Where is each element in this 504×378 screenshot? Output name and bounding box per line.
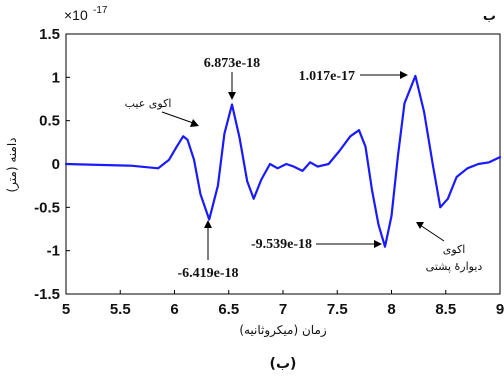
x-axis-label: زمان (میکروثانیه): [239, 323, 327, 338]
axes-box: [65, 33, 501, 295]
annotation-trough-1-arrowhead: [204, 220, 212, 228]
defect-echo-label: اکوی عیب: [125, 97, 172, 110]
back-wall-echo-annotation: اکوی دیوارهٔ پشتی: [416, 222, 482, 273]
exponent-base: ×10: [64, 7, 88, 23]
annotation-peak-2: 1.017e-17: [299, 69, 408, 84]
x-tick-label: 8: [387, 301, 395, 318]
annotation-peak-2-label: 1.017e-17: [299, 69, 355, 84]
y-tick-label: -0.5: [34, 199, 60, 216]
annotation-trough-1: -6.419e-18: [177, 220, 239, 281]
annotation-peak-2-arrowhead: [400, 71, 408, 79]
y-axis: 1.5 1 0.5 0 -0.5 -1 -1.5: [34, 26, 70, 303]
corner-label: ب: [483, 9, 496, 24]
x-tick-label: 5: [62, 301, 70, 318]
y-tick-label: -1.5: [34, 286, 60, 303]
x-tick-label: 5.5: [110, 301, 131, 318]
x-tick-label: 9: [496, 301, 504, 318]
annotation-trough-2-label: -9.539e-18: [251, 237, 312, 252]
annotation-trough-2: -9.539e-18: [251, 237, 382, 252]
y-tick-label: 0: [52, 156, 60, 173]
annotation-peak-1: 6.873e-18: [204, 56, 260, 100]
y-tick-label: 1.5: [39, 26, 60, 43]
annotation-peak-1-arrowhead: [228, 92, 236, 100]
x-tick-label: 7.5: [327, 301, 348, 318]
defect-echo-annotation: اکوی عیب: [125, 97, 199, 127]
x-tick-label: 6: [170, 301, 178, 318]
x-tick-label: 8.5: [435, 301, 456, 318]
exponent-power: -17: [93, 5, 108, 16]
annotation-trough-1-label: -6.419e-18: [177, 266, 238, 281]
annotation-trough-2-arrowhead: [374, 240, 382, 248]
x-axis: 5 5.5 6 6.5 7 7.5 8 8.5 9: [62, 290, 504, 318]
back-wall-echo-arrowhead: [416, 222, 424, 229]
back-wall-echo-label-line1: اکوی: [443, 243, 466, 256]
back-wall-echo-label-line2: دیوارهٔ پشتی: [426, 260, 483, 273]
exponent-label: ×10 -17: [64, 5, 108, 23]
x-tick-label: 7: [279, 301, 287, 318]
defect-echo-arrow: [161, 111, 197, 125]
x-tick-label: 6.5: [218, 301, 239, 318]
y-tick-label: -1: [47, 243, 60, 260]
figure-caption: (ب): [270, 356, 297, 372]
y-axis-label: دامنه (متر): [5, 137, 20, 192]
y-tick-label: 1: [52, 69, 60, 86]
plot-area: 5 5.5 6 6.5 7 7.5 8 8.5 9 1.5 1 0.5 0 -0.5 -1 -1.5: [34, 26, 504, 318]
defect-echo-arrowhead: [190, 119, 199, 127]
y-tick-label: 0.5: [39, 113, 60, 130]
back-wall-echo-arrow: [419, 224, 445, 242]
signal-line: [64, 74, 502, 248]
annotation-peak-1-label: 6.873e-18: [204, 56, 260, 71]
